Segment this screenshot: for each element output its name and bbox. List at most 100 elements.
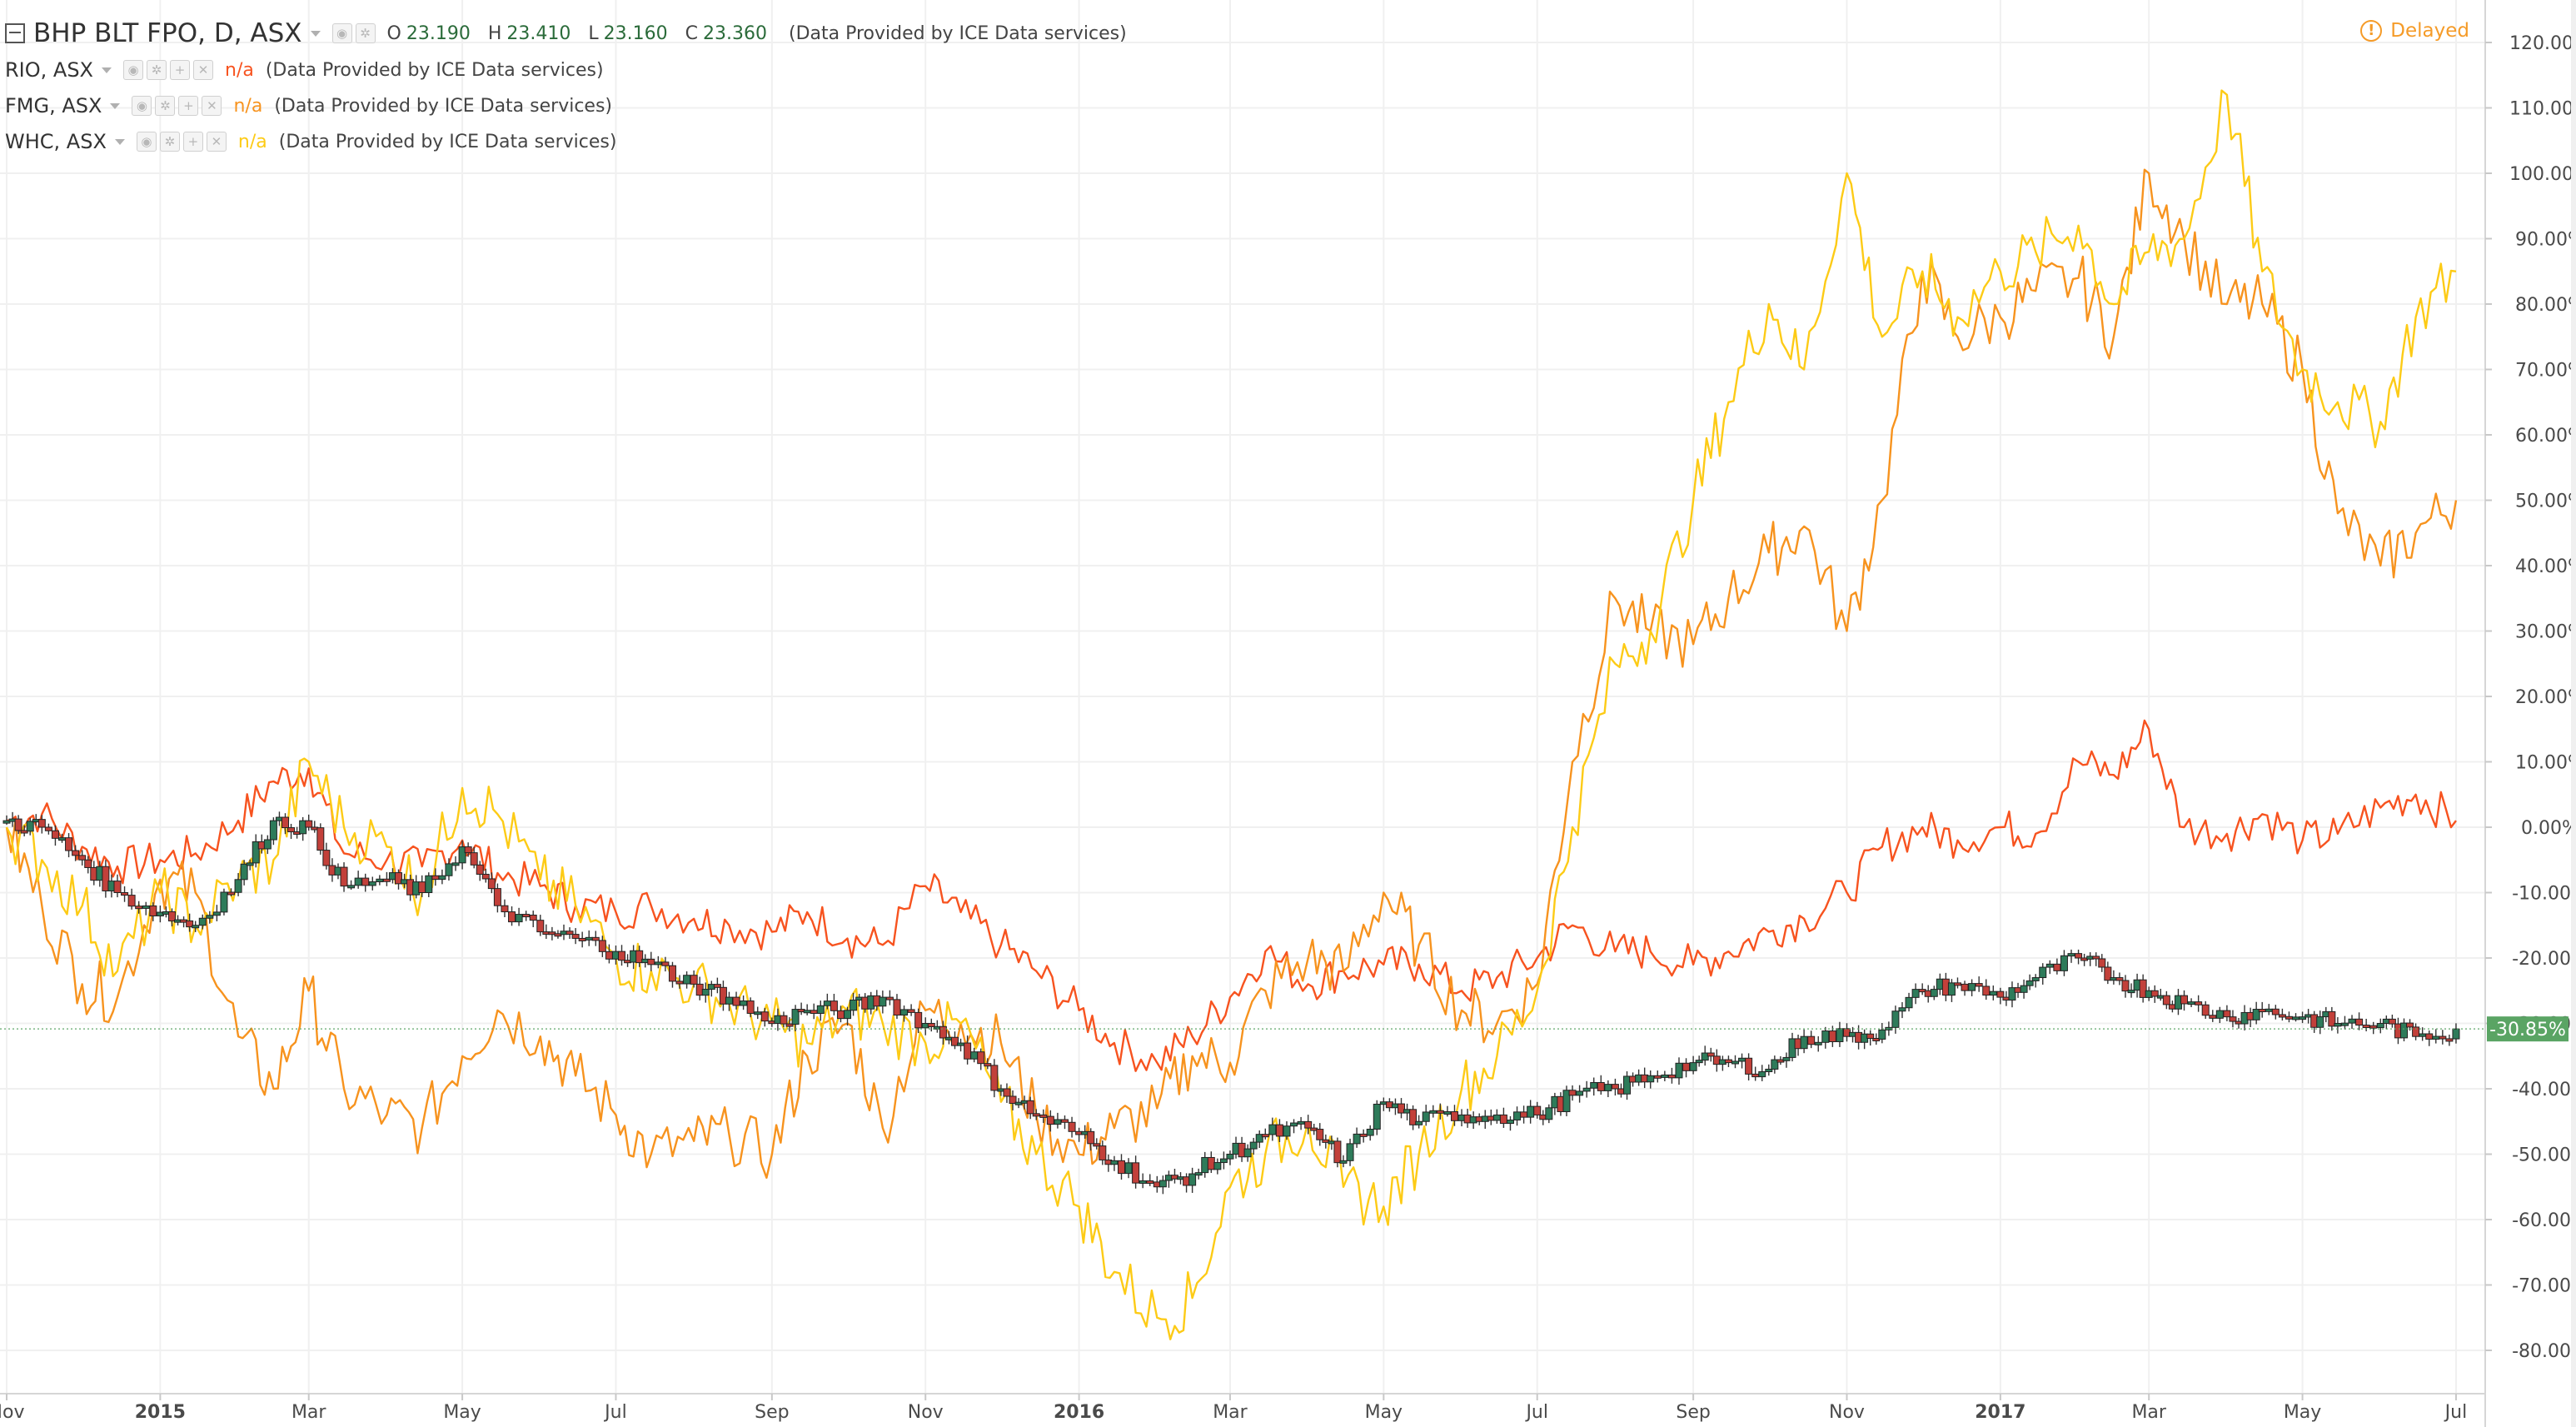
candle-body bbox=[816, 1005, 825, 1014]
candle-body bbox=[1201, 1156, 1209, 1174]
candle-body bbox=[121, 892, 129, 896]
candle-body bbox=[2292, 1016, 2300, 1020]
candle-body bbox=[2162, 995, 2170, 1005]
chevron-down-icon[interactable] bbox=[102, 67, 112, 73]
candle-body bbox=[810, 1010, 818, 1014]
gear-icon[interactable]: ✲ bbox=[355, 23, 376, 43]
plus-icon[interactable]: + bbox=[182, 132, 203, 152]
candle-body bbox=[754, 1011, 762, 1015]
candle-body bbox=[227, 891, 236, 896]
candle-body bbox=[2452, 1028, 2460, 1040]
candle-body bbox=[1255, 1134, 1263, 1143]
price-tick-label: -80.00% bbox=[2512, 1341, 2576, 1362]
close-icon[interactable]: ✕ bbox=[193, 60, 213, 80]
price-tick-label: 120.00% bbox=[2509, 33, 2576, 54]
price-axis[interactable]: 120.00% 110.00% 100.00% 90.00% 80.00% 70.00% 6… bbox=[2485, 33, 2576, 1362]
candle-body bbox=[536, 920, 545, 933]
time-tick-label: 2016 bbox=[1054, 1402, 1104, 1423]
eye-icon[interactable]: ◉ bbox=[123, 60, 143, 80]
plus-icon[interactable]: + bbox=[170, 60, 190, 80]
legend-compare-fmg[interactable]: FMG, ASX ◉ ✲ + ✕ n/a (Data Provided by I… bbox=[5, 94, 612, 117]
gear-icon[interactable]: ✲ bbox=[159, 132, 180, 152]
candle-body bbox=[2340, 1022, 2349, 1026]
candle-body bbox=[1590, 1082, 1598, 1089]
candle-body bbox=[647, 958, 655, 965]
candle-body bbox=[1026, 1100, 1034, 1115]
candle-body bbox=[984, 1063, 992, 1067]
close-icon[interactable]: ✕ bbox=[206, 132, 227, 152]
candle-body bbox=[487, 878, 496, 890]
candle-body bbox=[1771, 1059, 1779, 1070]
candle-body bbox=[451, 862, 460, 866]
chevron-down-icon[interactable] bbox=[310, 30, 321, 37]
eye-icon[interactable]: ◉ bbox=[136, 132, 157, 152]
legend-compare-provider: (Data Provided by ICE Data services) bbox=[274, 95, 613, 117]
candle-body bbox=[1275, 1124, 1283, 1137]
candle-body bbox=[2150, 990, 2159, 997]
candle-body bbox=[252, 841, 260, 864]
candle-body bbox=[893, 999, 901, 1016]
plus-icon[interactable]: + bbox=[178, 96, 199, 116]
candle-body bbox=[2348, 1018, 2356, 1024]
legend-compare-buttons: ◉ ✲ + ✕ bbox=[132, 96, 222, 116]
candle-body bbox=[1032, 1113, 1040, 1117]
legend-compare-symbol[interactable]: RIO, ASX bbox=[5, 58, 93, 82]
eye-icon[interactable]: ◉ bbox=[132, 96, 152, 116]
candle-body bbox=[198, 917, 207, 926]
candle-body bbox=[1110, 1160, 1119, 1165]
candle-body bbox=[740, 1000, 748, 1006]
price-tick-label: 70.00% bbox=[2515, 361, 2576, 382]
gear-icon[interactable]: ✲ bbox=[147, 60, 167, 80]
right-scroll-edge[interactable] bbox=[2571, 0, 2576, 1427]
candle-body bbox=[2127, 990, 2135, 994]
candle-body bbox=[823, 1000, 831, 1006]
candle-body bbox=[57, 837, 66, 841]
chevron-down-icon[interactable] bbox=[114, 138, 125, 145]
candle-body bbox=[1249, 1141, 1258, 1150]
legend-main-symbol[interactable]: BHP BLT FPO, D, ASX bbox=[33, 18, 302, 48]
legend-compare-whc[interactable]: WHC, ASX ◉ ✲ + ✕ n/a (Data Provided by I… bbox=[5, 130, 616, 153]
candle-body bbox=[1243, 1148, 1252, 1158]
legend-compare-provider: (Data Provided by ICE Data services) bbox=[278, 131, 617, 152]
collapse-legend-icon[interactable] bbox=[5, 23, 25, 43]
chevron-down-icon[interactable] bbox=[110, 102, 121, 109]
eye-icon[interactable]: ◉ bbox=[331, 23, 352, 43]
candle-body bbox=[2, 820, 11, 824]
legend-compare-rio[interactable]: RIO, ASX ◉ ✲ + ✕ n/a (Data Provided by I… bbox=[5, 58, 604, 82]
candle-body bbox=[470, 852, 478, 866]
candle-body bbox=[2425, 1033, 2434, 1040]
candle-body bbox=[287, 827, 296, 833]
price-tick-label: 50.00% bbox=[2515, 491, 2576, 512]
candle-body bbox=[618, 951, 626, 961]
candle-body bbox=[713, 984, 721, 988]
ohlc-high-label: H bbox=[487, 22, 502, 44]
candle-body bbox=[803, 1010, 811, 1014]
legend-main[interactable]: BHP BLT FPO, D, ASX ◉ ✲ O 23.190 H 23.410 … bbox=[5, 18, 1127, 48]
candle-body bbox=[585, 936, 593, 941]
price-tick-label: -60.00% bbox=[2512, 1210, 2576, 1231]
candle-body bbox=[51, 830, 59, 839]
candle-body bbox=[1751, 1073, 1760, 1078]
candle-body bbox=[1661, 1074, 1669, 1078]
gear-icon[interactable]: ✲ bbox=[155, 96, 176, 116]
candle-body bbox=[2285, 1015, 2293, 1020]
candle-body bbox=[476, 864, 484, 875]
time-axis[interactable]: Nov 2015 Mar May Jul Sep Nov 2016 Mar May Jul Sep No… bbox=[0, 1394, 2467, 1423]
candle-body bbox=[361, 877, 370, 886]
candle-body bbox=[2039, 966, 2047, 979]
candle-body bbox=[566, 931, 574, 936]
candle-body bbox=[481, 873, 490, 880]
candle-body bbox=[1060, 1119, 1069, 1123]
candle-body bbox=[142, 905, 150, 909]
candle-body bbox=[102, 866, 110, 891]
legend-compare-symbol[interactable]: FMG, ASX bbox=[5, 94, 102, 117]
legend-compare-buttons: ◉ ✲ + ✕ bbox=[136, 132, 227, 152]
price-tick-label: -20.00% bbox=[2512, 949, 2576, 970]
candle-body bbox=[654, 961, 662, 965]
close-icon[interactable]: ✕ bbox=[202, 96, 222, 116]
delayed-status[interactable]: ! Delayed bbox=[2360, 20, 2469, 42]
candle-body bbox=[1533, 1105, 1542, 1115]
candle-body bbox=[1436, 1110, 1444, 1114]
legend-compare-symbol[interactable]: WHC, ASX bbox=[5, 130, 107, 153]
